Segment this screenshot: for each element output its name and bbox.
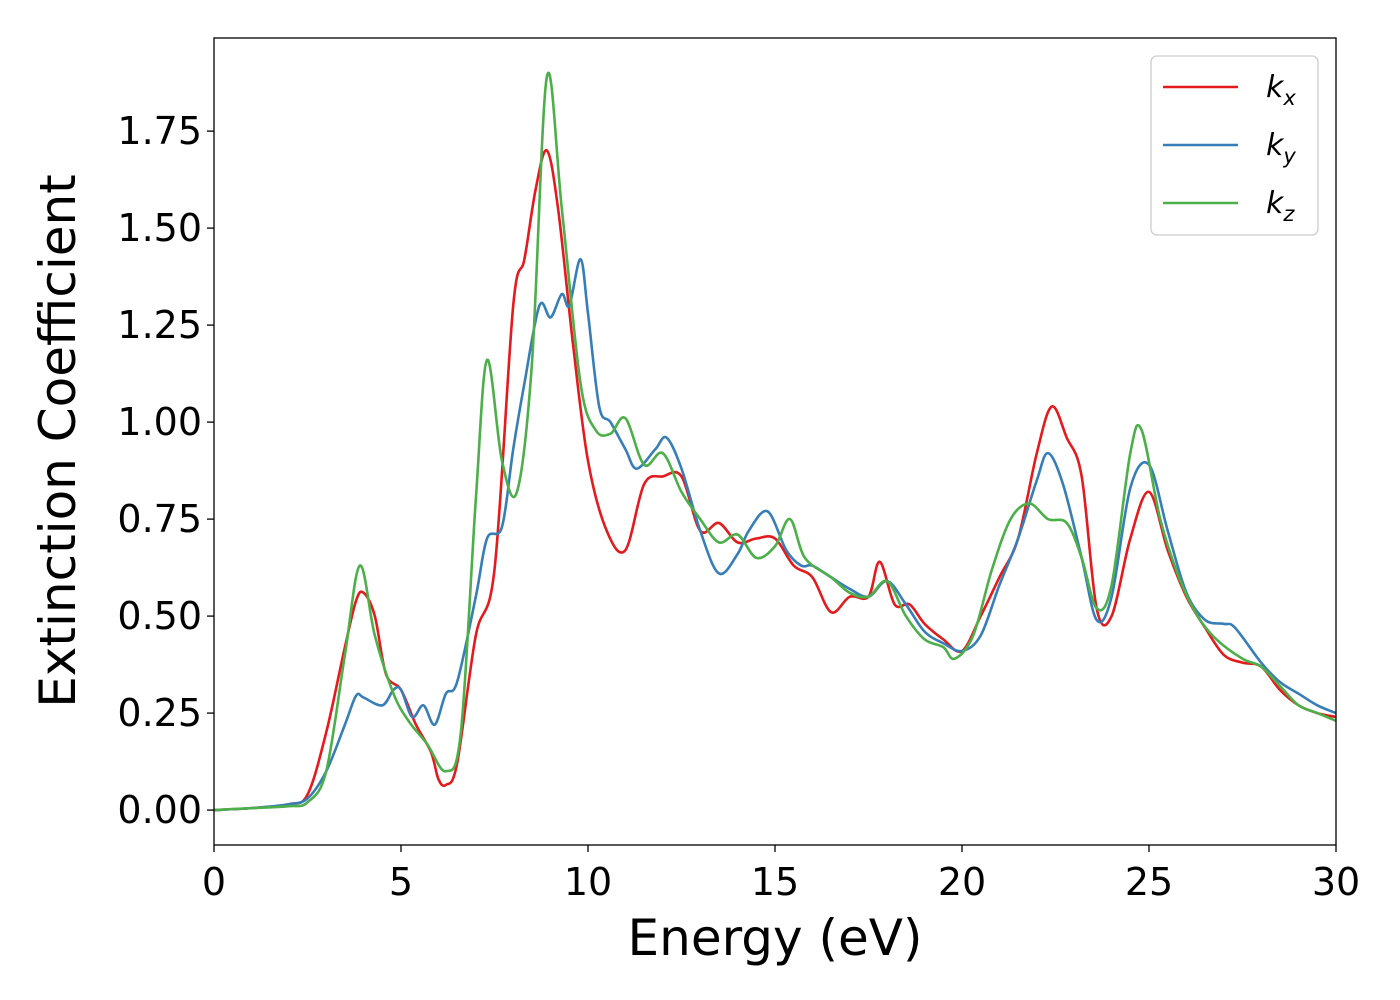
series-line-kz [213,71,1337,812]
x-axis: 0 5 10 15 20 25 30 [202,845,1360,904]
legend: kx ky kz [1150,55,1319,236]
x-tick-label: 5 [389,860,413,904]
x-tick-label: 25 [1125,860,1173,904]
y-tick-label: 0.00 [117,788,202,832]
x-tick-label: 15 [751,860,799,904]
y-tick-label: 0.50 [117,594,202,638]
y-tick-label: 1.25 [117,303,202,347]
series-line-ky [213,257,1337,812]
legend-label-ky: ky [1266,128,1296,168]
legend-label-kx: kx [1266,70,1296,110]
series-line-kx [213,149,1337,812]
x-tick-label: 20 [938,860,986,904]
x-tick-label: 10 [564,860,612,904]
y-tick-label: 0.75 [117,497,202,541]
x-axis-title: Energy (eV) [628,909,923,967]
x-tick-label: 0 [202,860,226,904]
x-tick-label: 30 [1312,860,1360,904]
y-tick-label: 1.50 [117,206,202,250]
y-tick-label: 1.75 [117,109,202,153]
series-layer [213,71,1337,812]
y-axis: 0.00 0.25 0.50 0.75 1.00 1.25 1.50 1.75 [117,109,214,832]
y-axis-title: Extinction Coefficient [29,174,87,708]
legend-label-kz: kz [1266,186,1295,226]
y-tick-label: 0.25 [117,691,202,735]
y-tick-label: 1.00 [117,400,202,444]
